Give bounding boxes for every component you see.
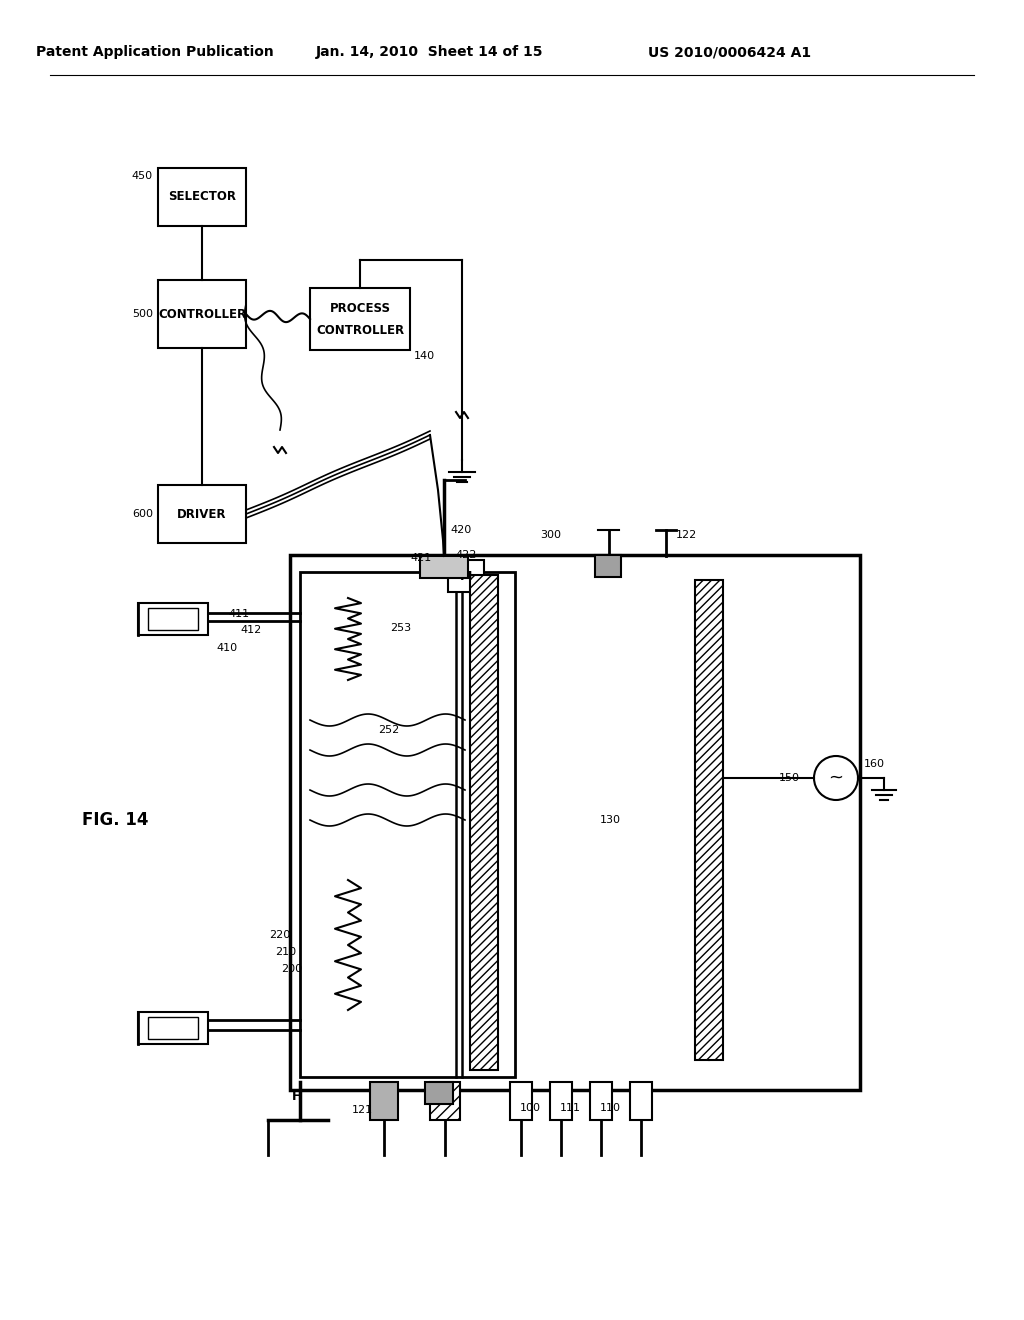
Text: PROCESS: PROCESS [330, 301, 390, 314]
Bar [590, 1082, 612, 1119]
Bar [310, 288, 410, 350]
Text: 422: 422 [455, 550, 476, 560]
Text: H: H [292, 1090, 302, 1104]
Bar [158, 280, 246, 348]
Text: 500: 500 [132, 309, 153, 319]
Text: 450: 450 [132, 172, 153, 181]
Bar [430, 1082, 460, 1119]
Bar [550, 1082, 572, 1119]
Text: 210: 210 [274, 946, 296, 957]
Bar [420, 556, 468, 578]
Bar [290, 554, 860, 1090]
Text: 412: 412 [240, 624, 261, 635]
Bar [138, 1012, 208, 1044]
Bar [449, 560, 484, 591]
Text: 421: 421 [411, 553, 432, 564]
Text: 420: 420 [450, 525, 471, 535]
Bar [470, 576, 498, 1071]
Text: SELECTOR: SELECTOR [168, 190, 236, 203]
Bar [148, 1016, 198, 1039]
Text: 220: 220 [268, 931, 290, 940]
Bar [630, 1082, 652, 1119]
Text: Patent Application Publication: Patent Application Publication [36, 45, 273, 59]
Text: 410: 410 [216, 643, 238, 653]
Text: DRIVER: DRIVER [177, 507, 226, 520]
Text: M: M [460, 569, 472, 582]
Bar [300, 572, 515, 1077]
Text: 110: 110 [600, 1104, 621, 1113]
Text: 200: 200 [281, 964, 302, 974]
Text: 300: 300 [540, 531, 561, 540]
Bar [425, 1082, 453, 1104]
Text: 130: 130 [600, 814, 621, 825]
Text: 121: 121 [352, 1105, 373, 1115]
Bar [158, 484, 246, 543]
Text: 252: 252 [378, 725, 399, 735]
Text: 160: 160 [864, 759, 885, 770]
Bar [138, 603, 208, 635]
Text: Jan. 14, 2010  Sheet 14 of 15: Jan. 14, 2010 Sheet 14 of 15 [316, 45, 544, 59]
Text: 100: 100 [520, 1104, 541, 1113]
Text: 600: 600 [132, 510, 153, 519]
Text: ~: ~ [828, 770, 844, 787]
Bar [695, 579, 723, 1060]
Text: US 2010/0006424 A1: US 2010/0006424 A1 [648, 45, 812, 59]
Text: CONTROLLER: CONTROLLER [316, 323, 404, 337]
Text: 150: 150 [779, 774, 800, 783]
Bar [370, 1082, 398, 1119]
Text: CONTROLLER: CONTROLLER [158, 308, 246, 321]
Bar [510, 1082, 532, 1119]
Bar [158, 168, 246, 226]
Bar [148, 609, 198, 630]
Text: 140: 140 [414, 351, 435, 360]
Text: 411: 411 [228, 609, 249, 619]
Bar [595, 554, 621, 577]
Text: 111: 111 [560, 1104, 581, 1113]
Text: FIG. 14: FIG. 14 [82, 810, 148, 829]
Text: 122: 122 [676, 531, 697, 540]
Text: 253: 253 [390, 623, 411, 634]
